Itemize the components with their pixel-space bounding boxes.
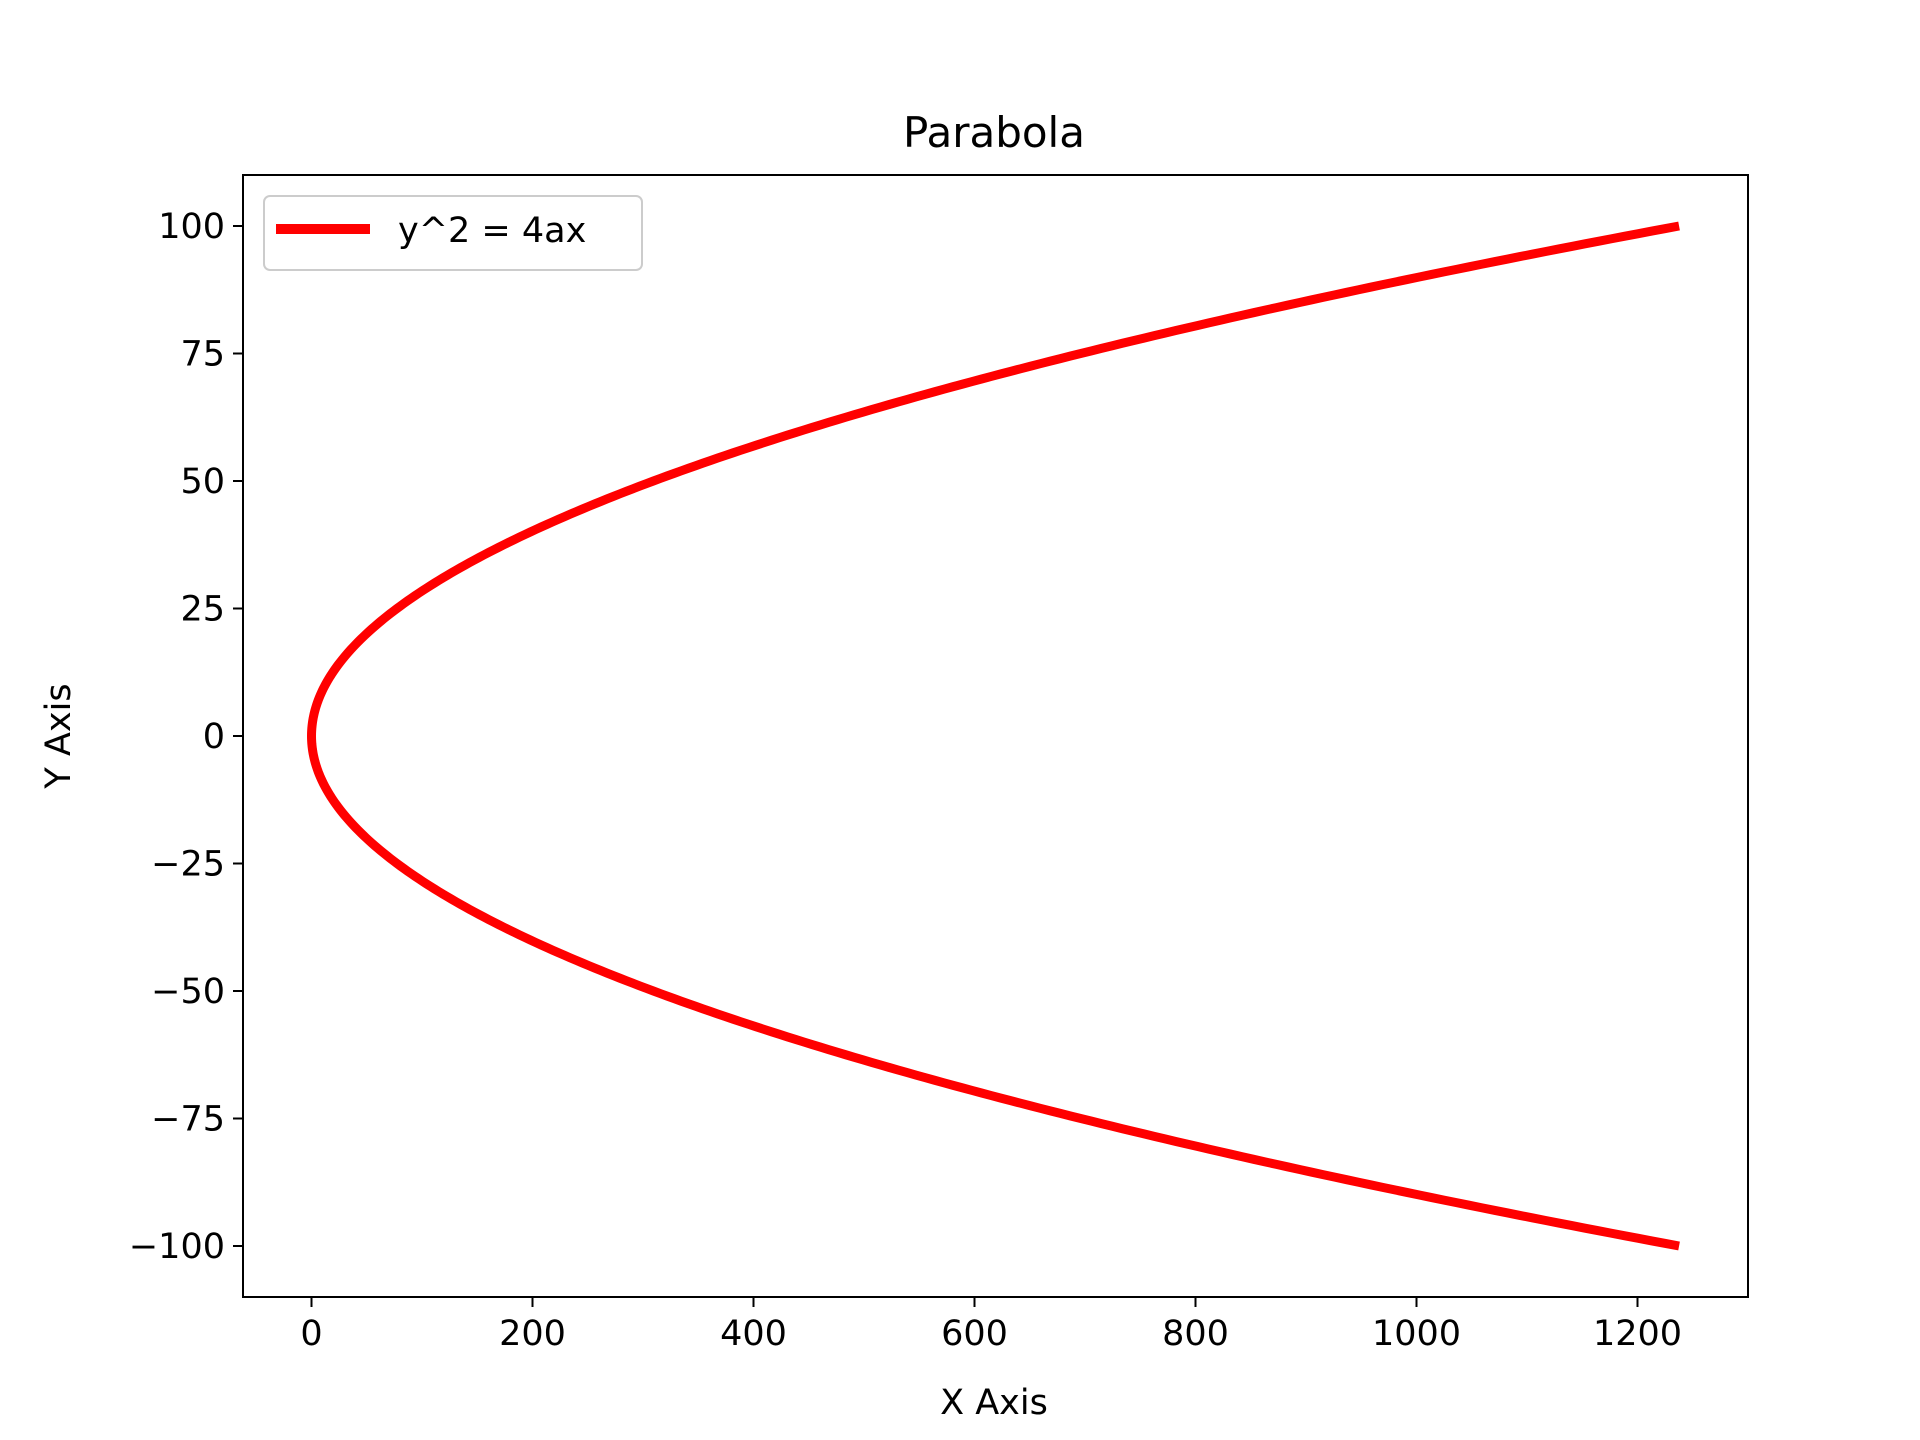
y-axis-ticks: 100 75 50 25 0 −25 −50 −75 −100 <box>129 207 243 1267</box>
series-line-parabola <box>307 221 1680 1251</box>
series-layer <box>307 221 1680 1251</box>
chart-title: Parabola <box>903 108 1085 157</box>
y-tick-label: −25 <box>151 845 225 885</box>
y-tick-label: −50 <box>151 972 225 1012</box>
x-tick-label: 1000 <box>1372 1314 1461 1354</box>
x-tick-label: 0 <box>300 1314 322 1354</box>
x-axis-label: X Axis <box>940 1383 1048 1423</box>
legend-label: y^2 = 4ax <box>398 211 586 251</box>
x-axis-ticks: 0 200 400 600 800 1000 1200 <box>300 1297 1682 1354</box>
x-tick-label: 200 <box>499 1314 566 1354</box>
x-tick-label: 800 <box>1162 1314 1229 1354</box>
y-tick-label: 0 <box>203 717 225 757</box>
legend-box <box>263 195 643 271</box>
y-tick-label: −75 <box>151 1100 225 1140</box>
y-tick-label: 25 <box>180 590 225 630</box>
legend: y^2 = 4ax <box>263 195 643 271</box>
x-tick-label: 400 <box>720 1314 787 1354</box>
x-tick-label: 1200 <box>1593 1314 1682 1354</box>
y-tick-label: 75 <box>180 335 225 375</box>
x-tick-label: 600 <box>941 1314 1008 1354</box>
y-tick-label: 50 <box>180 462 225 502</box>
y-tick-label: 100 <box>158 207 225 247</box>
y-axis-label: Y Axis <box>39 683 79 789</box>
y-tick-label: −100 <box>129 1227 225 1267</box>
